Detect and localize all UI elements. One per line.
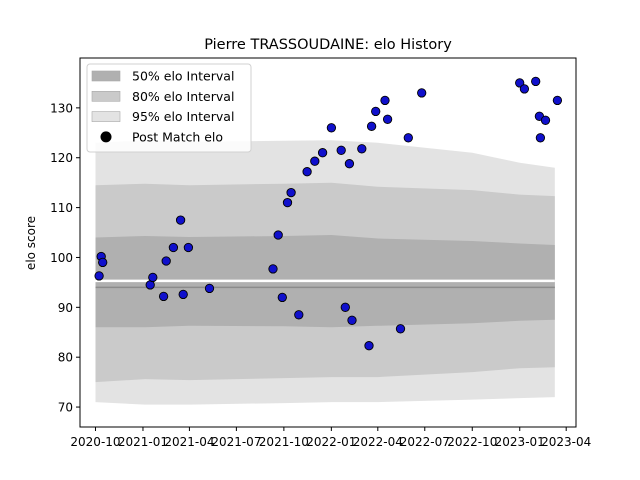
data-point — [317, 148, 328, 158]
data-point — [340, 302, 350, 312]
data-point — [175, 215, 186, 225]
legend-label: 50% elo Interval — [132, 69, 234, 84]
data-point — [168, 242, 179, 253]
data-point — [204, 283, 215, 294]
data-point — [178, 289, 188, 300]
data-point — [347, 315, 357, 325]
data-point — [366, 121, 377, 131]
x-tick-label: 2021-10 — [259, 435, 309, 449]
legend: 50% elo Interval 80% elo Interval 95% elo … — [86, 63, 252, 153]
x-tick-label: 2022-10 — [447, 435, 497, 449]
y-tick-label: 90 — [58, 301, 73, 315]
y-tick-label: 80 — [58, 351, 73, 365]
post-match-points — [94, 76, 563, 351]
data-point — [326, 123, 337, 133]
legend-marker-point — [100, 131, 112, 143]
data-point — [94, 271, 104, 281]
y-tick-label: 120 — [50, 151, 73, 165]
data-point — [302, 167, 312, 177]
data-point — [417, 88, 427, 98]
y-tick-label: 110 — [50, 201, 73, 215]
x-tick-label: 2022-04 — [353, 435, 403, 449]
data-point — [286, 187, 296, 198]
median-line — [95, 279, 555, 289]
y-axis-title: elo score — [24, 216, 38, 270]
data-point — [515, 78, 525, 88]
data-point — [98, 257, 108, 268]
legend-swatch-band80 — [91, 91, 121, 102]
data-point — [336, 145, 346, 155]
legend-label: 95% elo Interval — [132, 109, 234, 124]
legend-box — [86, 63, 252, 153]
y-tick-label: 100 — [50, 251, 73, 265]
data-point — [183, 242, 194, 253]
chart-title: Pierre TRASSOUDAINE: elo History — [204, 37, 452, 53]
data-point — [357, 144, 367, 154]
x-tick-label: 2021-01 — [118, 435, 168, 449]
x-tick-label: 2022-01 — [306, 435, 356, 449]
data-point — [371, 106, 381, 117]
x-tick-label: 2021-04 — [164, 435, 214, 449]
x-axis: 2020-102021-012021-042021-072021-102022-… — [70, 427, 591, 449]
elo-interval-bands — [95, 140, 555, 405]
legend-swatch-band50 — [91, 70, 121, 82]
data-point — [519, 84, 530, 94]
data-point — [268, 264, 278, 274]
data-point — [552, 95, 563, 106]
data-point — [540, 115, 551, 125]
y-tick-label: 130 — [50, 101, 73, 115]
x-tick-label: 2023-01 — [495, 435, 545, 449]
data-point — [294, 310, 304, 320]
y-tick-label: 70 — [58, 401, 73, 415]
data-point — [395, 324, 406, 334]
data-point — [364, 341, 374, 351]
data-point — [148, 272, 158, 283]
data-point — [531, 76, 541, 87]
data-point — [277, 292, 287, 303]
x-tick-label: 2020-10 — [70, 435, 120, 449]
data-point — [282, 197, 293, 208]
data-point — [535, 133, 546, 143]
data-point — [161, 256, 171, 266]
x-tick-label: 2021-07 — [211, 435, 261, 449]
data-point — [380, 95, 390, 106]
y-axis: 70 80 90 100 110 120 130 — [50, 101, 80, 415]
plot-area-frame — [79, 57, 577, 428]
data-point — [273, 230, 283, 240]
x-tick-label: 2023-04 — [541, 435, 591, 449]
legend-label: 80% elo Interval — [132, 89, 234, 104]
data-point — [382, 114, 393, 124]
data-point — [403, 133, 413, 143]
data-point — [344, 159, 355, 169]
legend-swatch-band95 — [91, 111, 121, 122]
data-point — [310, 156, 320, 166]
legend-label: Post Match elo — [132, 129, 223, 144]
data-point — [158, 291, 169, 302]
x-tick-label: 2022-07 — [400, 435, 450, 449]
